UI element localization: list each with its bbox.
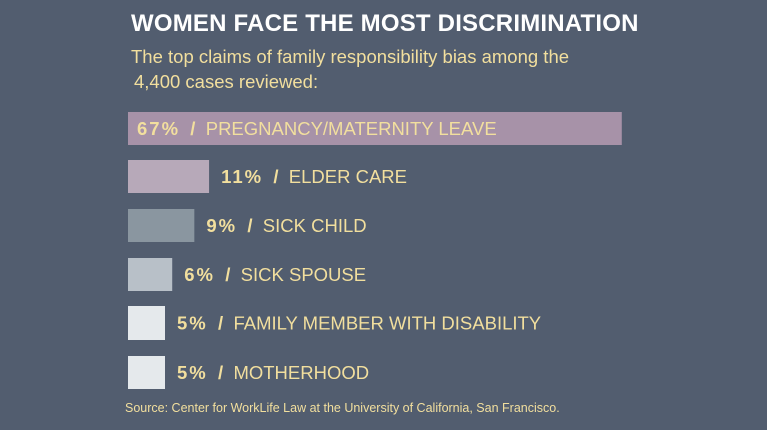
- subtitle-line-2: 4,400 cases reviewed:: [134, 71, 319, 92]
- chart-title: WOMEN FACE THE MOST DISCRIMINATION: [131, 10, 639, 37]
- bar-label-5: 5% / FAMILY MEMBER WITH DISABILITY: [177, 313, 541, 334]
- separator: /: [208, 362, 234, 383]
- category-label: SICK CHILD: [263, 215, 367, 236]
- bar-label-3: 9% / SICK CHILD: [206, 215, 366, 236]
- bar-label-2: 11% / ELDER CARE: [221, 166, 407, 187]
- bar-5: [128, 306, 165, 340]
- separator: /: [215, 264, 241, 285]
- chart-subtitle: The top claims of family responsibility …: [131, 44, 651, 94]
- category-label: MOTHERHOOD: [233, 362, 369, 383]
- value-label: 9%: [206, 215, 237, 236]
- bar-1: [128, 112, 622, 145]
- value-label: 5%: [177, 313, 208, 334]
- bar-label-6: 5% / MOTHERHOOD: [177, 362, 369, 383]
- category-label: FAMILY MEMBER WITH DISABILITY: [233, 313, 541, 334]
- bar-2: [128, 160, 210, 193]
- bar-label-4: 6% / SICK SPOUSE: [184, 264, 366, 285]
- separator: /: [237, 215, 263, 236]
- separator: /: [263, 166, 289, 187]
- separator: /: [180, 118, 206, 139]
- bar-3: [128, 209, 195, 242]
- subtitle-line-1: The top claims of family responsibility …: [131, 46, 570, 67]
- bar-4: [128, 258, 173, 291]
- bar-6: [128, 356, 165, 389]
- category-label: SICK SPOUSE: [241, 264, 366, 285]
- category-label: PREGNANCY/MATERNITY LEAVE: [206, 118, 497, 139]
- value-label: 5%: [177, 362, 208, 383]
- value-label: 67%: [137, 118, 180, 139]
- separator: /: [208, 313, 234, 334]
- value-label: 11%: [221, 166, 263, 187]
- value-label: 6%: [184, 264, 215, 285]
- category-label: ELDER CARE: [289, 166, 407, 187]
- bar-label-1: 67% / PREGNANCY/MATERNITY LEAVE: [137, 118, 497, 139]
- source-note: Source: Center for WorkLife Law at the U…: [125, 401, 560, 415]
